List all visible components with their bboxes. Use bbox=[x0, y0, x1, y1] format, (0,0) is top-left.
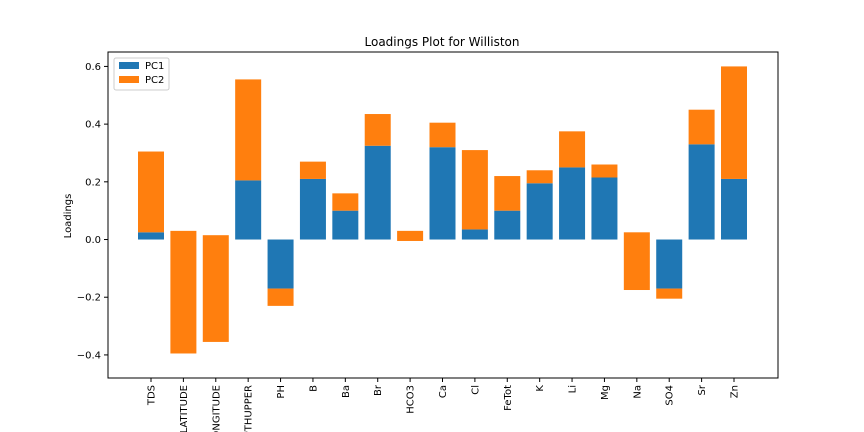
x-tick-label-depthupper: DEPTHUPPER bbox=[244, 385, 255, 432]
bar-pc1-tds bbox=[138, 232, 164, 240]
bar-pc1-depthupper bbox=[235, 180, 262, 240]
bar-pc2-ph bbox=[267, 288, 294, 306]
x-tick-label-ca: Ca bbox=[438, 385, 449, 398]
bar-pc1-cl bbox=[461, 229, 488, 240]
y-axis-label: Loadings bbox=[63, 194, 74, 239]
bar-pc2-tds bbox=[138, 151, 164, 233]
bar-pc1-br bbox=[364, 145, 391, 240]
bars-group bbox=[138, 66, 747, 354]
x-tick-label-fetot: FeTot bbox=[503, 385, 514, 411]
chart-title: Loadings Plot for Williston bbox=[365, 35, 520, 49]
x-tick-label-ph: PH bbox=[276, 385, 287, 399]
bar-pc2-k bbox=[526, 170, 553, 184]
y-tick-label: 0.6 bbox=[85, 62, 101, 73]
bar-pc2-li bbox=[559, 131, 586, 168]
x-tick-label-longitude: LONGITUDE bbox=[211, 385, 222, 432]
bar-pc2-so4 bbox=[656, 288, 683, 299]
bar-pc2-cl bbox=[461, 150, 488, 230]
x-tick-label-br: Br bbox=[373, 384, 384, 396]
x-tick-label-so4: SO4 bbox=[665, 385, 676, 406]
x-tick-label-hco3: HCO3 bbox=[406, 385, 417, 414]
bar-pc1-sr bbox=[688, 144, 715, 240]
x-tick-label-tds: TDS bbox=[147, 385, 158, 406]
bar-pc1-k bbox=[526, 183, 553, 240]
bar-pc1-mg bbox=[591, 177, 618, 240]
y-tick-label: 0.2 bbox=[85, 177, 101, 188]
bar-pc1-so4 bbox=[656, 239, 683, 289]
bar-pc2-na bbox=[623, 232, 650, 291]
bar-pc2-sr bbox=[688, 109, 715, 145]
bar-pc2-mg bbox=[591, 164, 618, 178]
x-tick-label-k: K bbox=[535, 385, 546, 392]
x-tick-label-sr: Sr bbox=[697, 384, 708, 395]
bar-pc1-ba bbox=[332, 210, 359, 240]
bar-pc2-zn bbox=[721, 66, 747, 179]
bar-pc1-ph bbox=[267, 239, 294, 289]
bar-pc1-b bbox=[299, 178, 326, 240]
bar-pc2-latitude bbox=[170, 230, 197, 354]
x-tick-label-ba: Ba bbox=[341, 385, 352, 398]
x-tick-label-li: Li bbox=[568, 385, 579, 393]
y-axis-ticks: −0.4 −0.2 0.0 0.2 0.4 0.6 bbox=[77, 62, 108, 361]
bar-pc1-zn bbox=[721, 178, 747, 240]
bar-pc2-longitude bbox=[202, 235, 229, 342]
x-tick-label-mg: Mg bbox=[600, 385, 611, 400]
legend-label-pc1: PC1 bbox=[145, 61, 164, 72]
x-tick-label-zn: Zn bbox=[730, 385, 741, 398]
bar-pc2-depthupper bbox=[235, 79, 262, 181]
bar-pc1-li bbox=[559, 167, 586, 240]
bar-pc1-ca bbox=[429, 147, 456, 240]
y-tick-label: −0.4 bbox=[77, 350, 101, 361]
bar-pc2-hco3 bbox=[397, 230, 424, 241]
bar-pc1-fetot bbox=[494, 210, 521, 240]
x-tick-label-latitude: LATITUDE bbox=[179, 385, 190, 432]
legend-swatch-pc2 bbox=[119, 76, 139, 83]
y-tick-label: 0.4 bbox=[85, 120, 101, 131]
x-axis-ticks: TDS LATITUDE LONGITUDE DEPTHUPPER PH B Ba Br HCO… bbox=[147, 378, 741, 432]
y-tick-label: 0.0 bbox=[85, 235, 101, 246]
bar-pc2-br bbox=[364, 114, 391, 146]
y-tick-label: −0.2 bbox=[77, 293, 101, 304]
x-tick-label-cl: Cl bbox=[470, 385, 481, 395]
bar-pc2-ca bbox=[429, 122, 456, 148]
bar-pc2-b bbox=[299, 161, 326, 179]
x-tick-label-na: Na bbox=[632, 385, 643, 399]
x-tick-label-b: B bbox=[308, 385, 319, 392]
legend-label-pc2: PC2 bbox=[145, 75, 164, 86]
bar-pc2-ba bbox=[332, 193, 359, 211]
bar-pc2-fetot bbox=[494, 176, 521, 211]
legend-swatch-pc1 bbox=[119, 62, 139, 69]
